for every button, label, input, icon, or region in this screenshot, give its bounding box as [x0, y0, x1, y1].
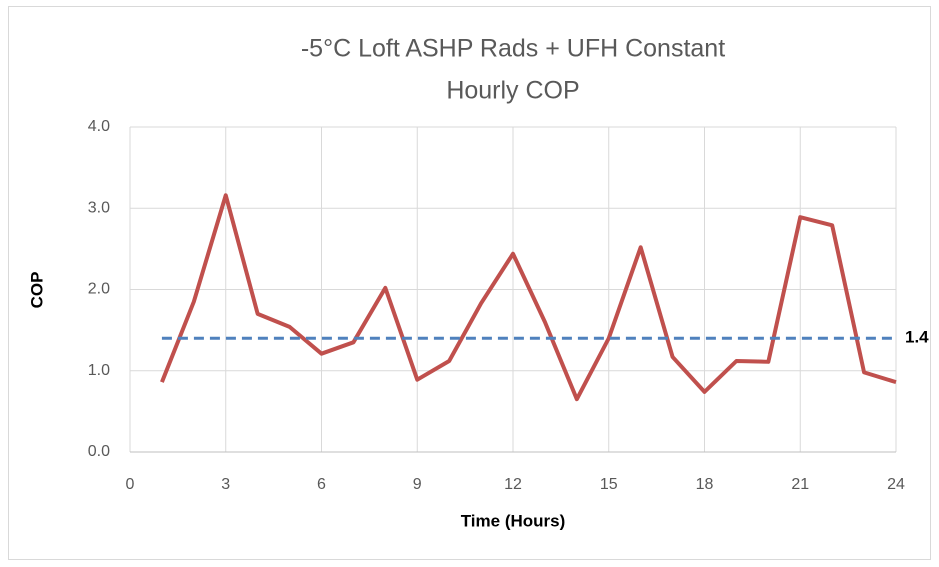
y-tick-label: 4.0 [88, 118, 110, 135]
chart-title: Hourly COP [446, 77, 579, 105]
x-tick-label: 12 [504, 476, 522, 493]
y-tick-label: 2.0 [88, 281, 110, 298]
x-tick-label: 18 [696, 476, 714, 493]
x-tick-label: 15 [600, 476, 618, 493]
y-tick-label: 0.0 [88, 443, 110, 460]
reference-label: 1.4 [905, 328, 929, 347]
chart-title: -5°C Loft ASHP Rads + UFH Constant [301, 35, 725, 63]
x-axis-label: Time (Hours) [461, 511, 566, 530]
y-tick-label: 3.0 [88, 199, 110, 216]
x-tick-label: 9 [413, 476, 422, 493]
x-tick-label: 6 [317, 476, 326, 493]
x-tick-label: 24 [887, 476, 905, 493]
x-tick-label: 21 [791, 476, 809, 493]
y-tick-label: 1.0 [88, 362, 110, 379]
chart-border [8, 6, 931, 560]
x-tick-label: 3 [221, 476, 230, 493]
y-axis-label: COP [27, 272, 46, 309]
x-tick-label: 0 [126, 476, 135, 493]
